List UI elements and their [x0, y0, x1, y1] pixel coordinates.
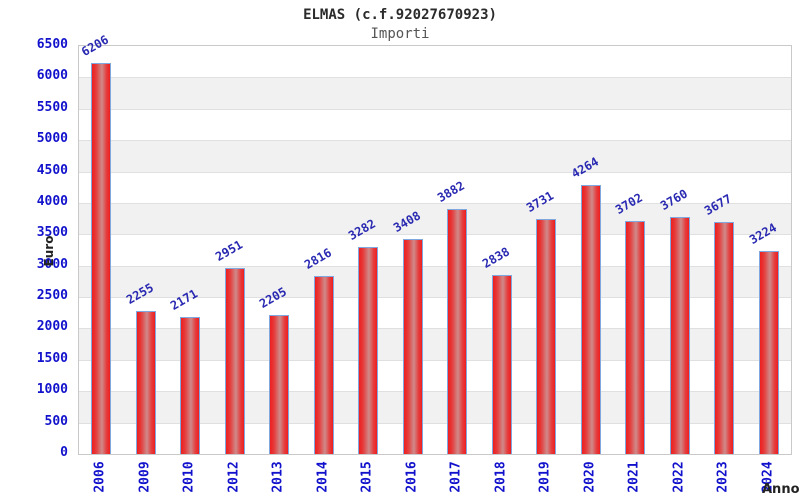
y-tick-label: 5500: [36, 99, 68, 115]
bar-2018: [492, 275, 512, 454]
x-tick-label-2010: 2010: [181, 461, 197, 493]
y-tick-label: 1500: [36, 350, 68, 366]
x-tick-label-2014: 2014: [315, 461, 331, 493]
x-tick-label-2018: 2018: [493, 461, 509, 493]
bar-2020: [581, 185, 601, 454]
bar-2012: [225, 268, 245, 454]
y-tick-label: 500: [44, 413, 68, 429]
x-axis-title: Anno: [762, 482, 800, 497]
bar-2022: [670, 217, 690, 454]
bar-2010: [180, 317, 200, 454]
y-tick-label: 6000: [36, 68, 68, 84]
x-tick-label-2012: 2012: [226, 461, 242, 493]
y-tick-label: 2000: [36, 319, 68, 335]
chart-title: ELMAS (c.f.92027670923): [303, 7, 497, 23]
x-tick-label-2023: 2023: [715, 461, 731, 493]
y-axis-title: Euro: [42, 235, 56, 267]
x-tick-label-2022: 2022: [671, 461, 687, 493]
x-tick-label-2019: 2019: [537, 461, 553, 493]
bar-2023: [714, 222, 734, 454]
x-tick-label-2013: 2013: [270, 461, 286, 493]
bar-2006: [91, 63, 111, 454]
x-tick-label-2016: 2016: [404, 461, 420, 493]
bar-2013: [269, 315, 289, 454]
bar-2019: [536, 219, 556, 454]
bar-2016: [403, 239, 423, 454]
y-tick-label: 4500: [36, 162, 68, 178]
x-tick-label-2009: 2009: [137, 461, 153, 493]
bar-2015: [358, 247, 378, 454]
y-tick-label: 3500: [36, 225, 68, 241]
plot-area: 6206 2255 2171 2951 2205 2816 3282 3408 3882 2838…: [78, 32, 792, 455]
x-tick-label-2017: 2017: [448, 461, 464, 493]
background-band: [79, 171, 791, 203]
y-tick-label: 2500: [36, 288, 68, 304]
y-tick-label: 6500: [36, 37, 68, 52]
y-tick-label: 0: [60, 445, 68, 460]
y-tick-label: 5000: [36, 131, 68, 147]
bar-2017: [447, 209, 467, 454]
background-band: [79, 140, 791, 172]
bar-2009: [136, 311, 156, 454]
background-band: [79, 108, 791, 141]
background-band: [79, 46, 791, 78]
y-tick-label: 3000: [36, 256, 68, 272]
y-tick-label: 1000: [36, 382, 68, 398]
x-tick-label-2015: 2015: [359, 461, 375, 493]
background-band: [79, 77, 791, 109]
chart-subtitle: Importi: [370, 26, 430, 42]
x-tick-label-2021: 2021: [626, 461, 642, 493]
bar-2014: [314, 276, 334, 454]
x-tick-label-2020: 2020: [582, 461, 598, 493]
bar-2021: [625, 221, 645, 454]
y-tick-label: 4000: [36, 193, 68, 209]
x-tick-label-2006: 2006: [92, 461, 108, 493]
bar-2024: [759, 251, 779, 454]
